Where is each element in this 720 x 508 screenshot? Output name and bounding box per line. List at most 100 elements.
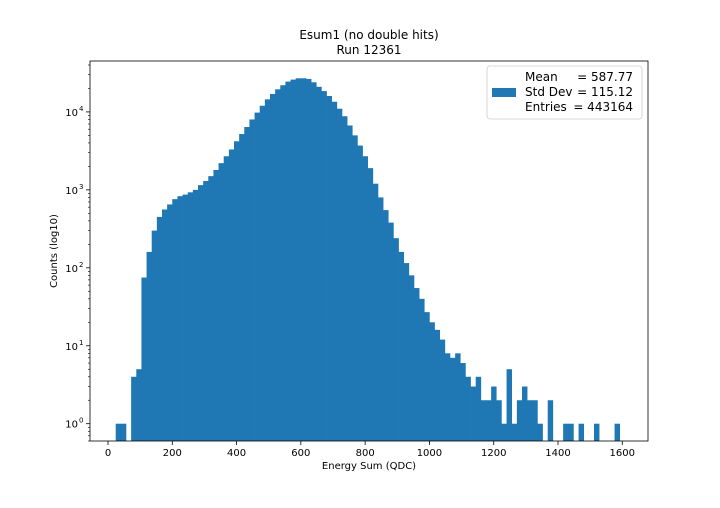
histogram-bar <box>218 163 225 442</box>
histogram-bar <box>156 216 163 441</box>
histogram-bar <box>594 423 600 441</box>
histogram-bar <box>280 85 286 441</box>
histogram-bar <box>336 108 343 441</box>
histogram-bar <box>434 329 441 441</box>
histogram-bar <box>234 141 240 441</box>
histogram-bar <box>306 78 312 442</box>
histogram-bar <box>244 127 250 442</box>
histogram-bar <box>187 192 194 441</box>
histogram-bar <box>465 376 471 441</box>
histogram-bar <box>491 386 497 441</box>
histogram-bar <box>182 194 189 441</box>
x-tick-label: 0 <box>105 448 111 459</box>
histogram-bar <box>506 369 513 441</box>
x-tick-label: 1400 <box>545 448 570 459</box>
histogram-bar <box>270 93 276 441</box>
histogram-bar <box>522 386 528 441</box>
legend-stat-value: = 443164 <box>573 100 633 114</box>
histogram-bar <box>424 312 430 441</box>
legend-stat-label: Std Dev <box>525 85 572 99</box>
histogram-bar <box>475 376 482 441</box>
legend-box <box>486 65 643 120</box>
histogram-bar <box>357 145 363 441</box>
histogram-bar <box>439 339 446 441</box>
histogram-bar <box>516 400 523 441</box>
legend-stat-value: = 115.12 <box>577 85 633 99</box>
histogram-bar <box>254 112 261 441</box>
histogram-bar <box>162 209 168 441</box>
histogram-bar <box>568 423 574 441</box>
histogram-bar <box>398 251 405 441</box>
legend-stat-label: Entries <box>525 100 567 114</box>
histogram-bar <box>419 298 425 441</box>
histogram-bar <box>295 78 302 441</box>
x-tick-label: 1200 <box>481 448 506 459</box>
histogram-bar <box>532 400 538 441</box>
y-axis-label: Counts (log10) <box>49 214 60 288</box>
histogram-bar <box>198 185 204 441</box>
histogram-bar <box>342 116 348 442</box>
histogram-bar <box>120 423 127 441</box>
histogram-bar <box>444 353 451 441</box>
histogram-bar <box>460 363 466 441</box>
histogram-bar <box>414 288 420 441</box>
histogram-bar <box>408 275 415 441</box>
histogram-bar <box>372 183 379 441</box>
histogram-bar <box>249 119 255 441</box>
histogram-bar <box>208 176 214 441</box>
histogram-bar <box>480 400 487 441</box>
histogram-bar <box>223 156 230 442</box>
y-tick-label: 10 <box>65 264 78 275</box>
y-tick-exponent: 3 <box>79 183 83 191</box>
histogram-bar <box>316 86 322 442</box>
histogram-bar <box>192 189 199 441</box>
histogram-bar <box>383 210 389 441</box>
legend-swatch <box>492 88 516 97</box>
y-tick-label: 10 <box>65 420 78 431</box>
histogram-bar <box>177 196 183 441</box>
histogram-bar <box>450 357 456 441</box>
histogram-bar <box>203 180 209 442</box>
legend-stat-label: Mean <box>525 70 558 84</box>
histogram-bar <box>275 89 281 441</box>
histogram-bar <box>511 423 518 441</box>
histogram-bar <box>141 277 147 441</box>
histogram-bar <box>300 78 307 441</box>
histogram-bar <box>537 423 543 441</box>
histogram-bar <box>352 135 358 441</box>
histogram-bar <box>501 423 507 441</box>
histogram-bar <box>264 99 271 441</box>
y-tick-label: 10 <box>65 342 78 353</box>
y-tick-exponent: 2 <box>79 261 83 269</box>
histogram-bar <box>151 230 158 441</box>
histogram-bar <box>429 322 435 441</box>
bars-group <box>115 78 621 442</box>
histogram-bar <box>367 168 374 441</box>
histogram-bar <box>326 96 333 441</box>
histogram-bar <box>290 79 297 441</box>
y-tick-exponent: 4 <box>79 105 84 113</box>
histogram-bar <box>146 251 153 441</box>
histogram-bar <box>388 222 394 441</box>
legend: Mean = 587.77 Std Dev = 115.12 Entries = 4431… <box>486 65 643 120</box>
histogram-bar <box>311 82 317 441</box>
histogram-bar <box>239 134 245 442</box>
histogram-bar <box>115 423 122 441</box>
x-axis-ticks: 0 200 400 600 800 1000 1200 1400 1600 <box>105 441 635 459</box>
histogram-bar <box>331 101 338 441</box>
chart-title: Esum1 (no double hits) <box>299 28 438 42</box>
histogram-bar <box>362 156 369 442</box>
plot-frame <box>89 60 649 442</box>
x-tick-label: 1600 <box>610 448 635 459</box>
y-tick-exponent: 0 <box>79 417 83 425</box>
legend-stat-value: = 587.77 <box>577 70 633 84</box>
histogram-bar <box>578 423 585 441</box>
histogram-bar <box>470 386 477 441</box>
y-tick-label: 10 <box>65 108 78 119</box>
histogram-bar <box>486 400 492 441</box>
histogram-bar <box>496 400 502 441</box>
x-tick-label: 400 <box>227 448 246 459</box>
histogram-bar <box>393 238 399 441</box>
histogram-bar <box>378 197 384 441</box>
x-tick-label: 1000 <box>417 448 442 459</box>
